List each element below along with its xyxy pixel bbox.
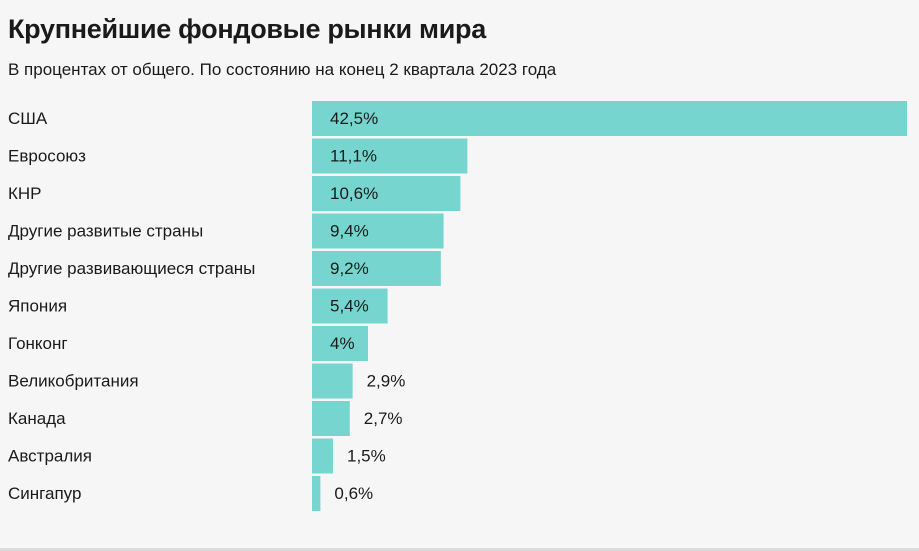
category-label: Сингапур [8,484,81,503]
value-label: 9,4% [330,222,369,241]
chart-subtitle: В процентах от общего. По состоянию на к… [8,60,557,79]
chart-title: Крупнейшие фондовые рынки мира [8,14,486,44]
bar [312,213,444,249]
bar [312,251,441,286]
bottom-divider [0,548,919,551]
category-label: Япония [8,297,67,316]
bar [312,476,321,511]
bar [312,326,368,361]
bar [312,401,350,436]
bar [312,363,353,399]
value-label: 5,4% [330,297,369,316]
category-label: КНР [8,184,42,203]
value-label: 11,1% [330,147,377,166]
bar [312,438,333,474]
value-label: 4% [330,334,355,353]
value-label: 0,6% [334,484,373,503]
category-label: США [8,109,48,128]
category-label: Другие развитые страны [8,222,203,241]
value-label: 9,2% [330,259,369,278]
bar [312,101,907,136]
value-label: 42,5% [330,109,378,128]
category-label: Великобритания [8,372,139,391]
value-label: 2,9% [367,372,406,391]
bar [312,288,388,324]
value-label: 2,7% [364,409,403,428]
category-label: Другие развивающиеся страны [8,259,255,278]
value-label: 1,5% [347,447,386,466]
category-label: Австралия [8,447,92,466]
bar [312,176,461,211]
bar [312,138,468,174]
category-label: Евросоюз [8,147,86,166]
category-label: Гонконг [8,334,68,353]
category-label: Канада [8,409,66,428]
value-label: 10,6% [330,184,378,203]
